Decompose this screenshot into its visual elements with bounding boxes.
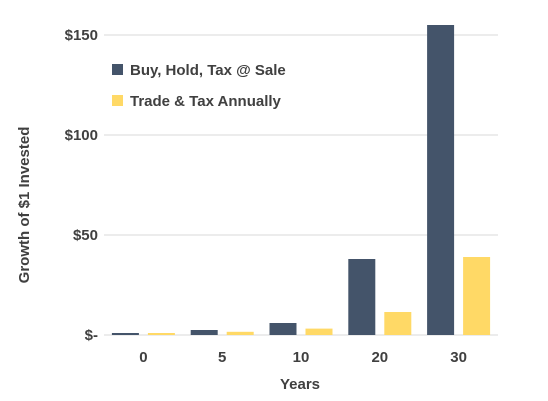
y-tick-label: $100 (65, 127, 98, 144)
y-axis-title: Growth of $1 Invested (16, 127, 33, 284)
bar-buy-hold-20 (348, 259, 376, 335)
x-tick-label: 20 (371, 349, 388, 366)
legend-swatch (112, 64, 123, 75)
bar-trade-annually-20 (384, 312, 412, 335)
x-tick-label: 5 (218, 349, 226, 366)
y-tick-label: $50 (73, 227, 98, 244)
bars (111, 25, 491, 335)
x-tick-label: 10 (293, 349, 310, 366)
x-tick-label: 30 (450, 349, 467, 366)
x-axis-title: Years (280, 376, 320, 393)
y-tick-label: $150 (65, 27, 98, 44)
y-axis-ticks: $- $50 $100 $150 (65, 27, 98, 344)
x-axis-ticks: 0 5 10 20 30 (139, 349, 467, 366)
y-tick-label: $- (85, 327, 98, 344)
legend-swatch (112, 95, 123, 106)
bar-buy-hold-10 (269, 323, 297, 335)
x-tick-label: 0 (139, 349, 147, 366)
legend-label: Buy, Hold, Tax @ Sale (130, 62, 286, 79)
bar-trade-annually-10 (305, 328, 333, 335)
bar-trade-annually-5 (226, 331, 254, 335)
bar-buy-hold-0 (111, 333, 139, 335)
bar-buy-hold-5 (190, 330, 218, 335)
bar-trade-annually-0 (147, 333, 175, 335)
legend: Buy, Hold, Tax @ Sale Trade & Tax Annuall… (112, 62, 286, 110)
bar-trade-annually-30 (463, 257, 491, 335)
legend-label: Trade & Tax Annually (130, 93, 282, 110)
bar-buy-hold-30 (427, 25, 455, 335)
